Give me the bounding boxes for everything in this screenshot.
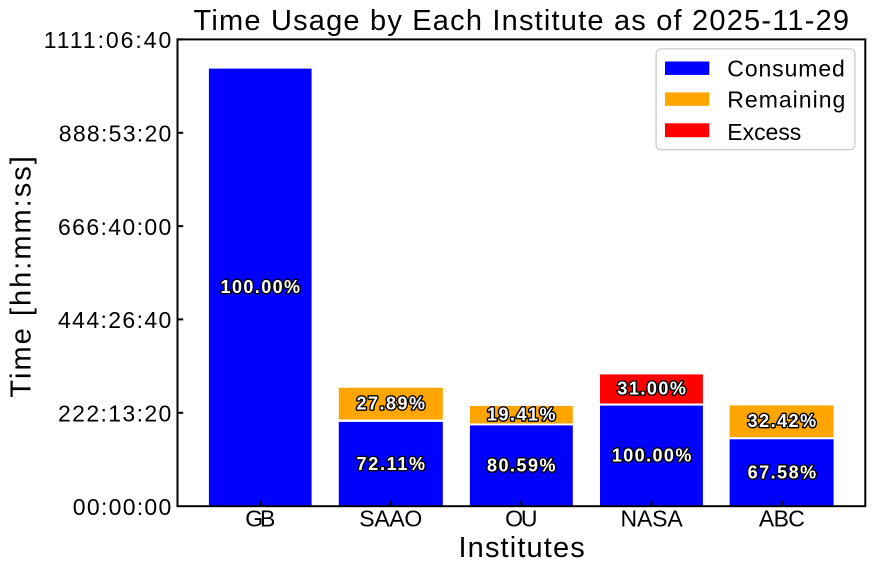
svg-text:888:53:20: 888:53:20 <box>59 121 171 147</box>
svg-text:SAAO: SAAO <box>359 506 422 532</box>
svg-text:OU: OU <box>505 506 537 532</box>
svg-text:1111:06:40: 1111:06:40 <box>44 27 172 53</box>
svg-text:GB: GB <box>245 506 275 532</box>
svg-text:100.00%: 100.00% <box>612 446 692 466</box>
svg-text:Institutes: Institutes <box>459 532 585 564</box>
svg-text:100.00%: 100.00% <box>221 277 301 297</box>
svg-text:444:26:40: 444:26:40 <box>58 307 171 333</box>
svg-text:00:00:00: 00:00:00 <box>73 494 171 520</box>
svg-text:Remaining: Remaining <box>727 86 845 112</box>
svg-text:222:13:20: 222:13:20 <box>58 401 171 427</box>
svg-text:Excess: Excess <box>727 119 801 145</box>
svg-text:ABC: ABC <box>759 506 805 532</box>
svg-text:Time Usage by Each Institute a: Time Usage by Each Institute as of 2025-… <box>194 5 850 37</box>
svg-text:NASA: NASA <box>621 506 684 532</box>
svg-text:666:40:00: 666:40:00 <box>58 214 171 240</box>
svg-text:Time [hh:mm:ss]: Time [hh:mm:ss] <box>6 156 38 398</box>
svg-text:Consumed: Consumed <box>727 55 845 81</box>
